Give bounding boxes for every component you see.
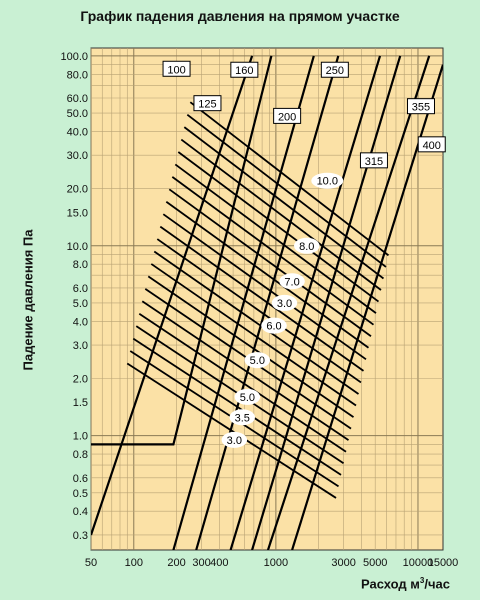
- duct-label: 125: [198, 99, 216, 111]
- x-tick-label: 3000: [331, 557, 355, 569]
- velocity-label-bg: [271, 294, 298, 311]
- y-tick-label: 0.5: [73, 488, 88, 500]
- duct-label-box: [417, 136, 446, 153]
- velocity-label: 7.0: [284, 276, 299, 288]
- x-tick-label: 300: [192, 557, 210, 569]
- velocity-line: [141, 300, 350, 441]
- y-tick-label: 100.0: [60, 51, 88, 63]
- y-tick-label: 0.3: [73, 530, 88, 542]
- y-tick-label: 4.0: [73, 316, 88, 328]
- velocity-label: 5.0: [250, 355, 265, 367]
- velocity-line: [171, 176, 375, 326]
- y-tick-label: 0.8: [73, 449, 88, 461]
- velocity-line: [183, 126, 385, 280]
- duct-label: 400: [423, 140, 441, 152]
- duct-line: [266, 55, 431, 550]
- y-tick-label: 5.0: [73, 298, 88, 310]
- x-tick-label: 50: [85, 557, 97, 569]
- x-tick-label: 1000: [264, 557, 288, 569]
- x-tick-label: 200: [167, 557, 185, 569]
- velocity-label: 8.0: [299, 241, 314, 253]
- x-tick-label: 400: [210, 557, 228, 569]
- y-tick-label: 2.0: [73, 374, 88, 386]
- velocity-line: [168, 188, 372, 337]
- duct-label-box: [230, 61, 259, 78]
- y-tick-label: 8.0: [73, 259, 88, 271]
- velocity-line: [165, 201, 370, 349]
- velocity-label-bg: [234, 388, 261, 405]
- duct-line: [229, 55, 382, 550]
- velocity-line: [162, 213, 367, 361]
- y-tick-label: 3.0: [73, 340, 88, 352]
- duct-line: [91, 55, 254, 536]
- velocity-label: 5.0: [240, 392, 255, 404]
- velocity-label-bg: [261, 317, 287, 334]
- duct-label: 355: [412, 102, 430, 114]
- velocity-label-bg: [229, 409, 256, 426]
- tick-labels: 0.30.40.50.60.81.01.52.03.04.05.06.08.01…: [60, 51, 458, 569]
- y-tick-label: 10.0: [67, 241, 88, 253]
- velocity-label: 10.0: [317, 176, 338, 188]
- y-tick-label: 6.0: [73, 283, 88, 295]
- duct-label-box: [406, 98, 435, 115]
- chart-title: График падения давления на прямом участк…: [80, 8, 400, 24]
- velocity-line: [174, 163, 377, 314]
- y-tick-label: 30.0: [67, 150, 88, 162]
- y-tick-label: 50.0: [67, 108, 88, 120]
- velocity-line: [153, 250, 360, 395]
- velocity-label-bg: [244, 352, 271, 369]
- velocity-label: 3.0: [227, 435, 242, 447]
- velocity-line: [156, 238, 362, 384]
- duct-label-box: [359, 152, 388, 169]
- y-tick-label: 80.0: [67, 69, 88, 81]
- duct-label: 250: [326, 65, 344, 77]
- line-labels: 100 125 160 200 250 315 355 400 10.0 8.0 7.0 3.0 6.0…: [162, 60, 446, 448]
- y-tick-label: 0.6: [73, 473, 88, 485]
- plot-background: [90, 47, 444, 551]
- velocity-label: 6.0: [266, 321, 281, 333]
- velocity-label-bg: [279, 273, 305, 290]
- y-tick-label: 1.5: [73, 397, 88, 409]
- x-tick-label: 10000: [403, 557, 434, 569]
- velocity-line: [159, 225, 365, 372]
- y-tick-label: 15.0: [67, 207, 88, 219]
- velocity-label-bg: [294, 237, 320, 254]
- duct-label: 315: [365, 156, 383, 168]
- duct-line: [91, 55, 273, 446]
- duct-label: 160: [235, 65, 253, 77]
- velocity-label: 3.0: [277, 298, 292, 310]
- y-tick-label: 1.0: [73, 431, 88, 443]
- y-tick-label: 0.4: [73, 506, 88, 518]
- x-axis-label: Расход м3/час: [360, 576, 450, 592]
- velocity-label-bg: [221, 431, 248, 448]
- x-tick-label: 100: [125, 557, 143, 569]
- y-tick-label: 60.0: [67, 93, 88, 105]
- velocity-line: [189, 101, 390, 257]
- y-tick-label: 40.0: [67, 126, 88, 138]
- velocity-label-bg: [311, 172, 344, 189]
- duct-label: 100: [167, 64, 185, 76]
- duct-line: [195, 55, 340, 550]
- y-tick-label: 20.0: [67, 184, 88, 196]
- velocity-label: 3.5: [235, 412, 250, 424]
- duct-label-box: [162, 60, 191, 77]
- x-tick-label: 5000: [363, 557, 387, 569]
- duct-line: [172, 55, 315, 550]
- x-tick-label: 15000: [428, 557, 459, 569]
- duct-label-box: [273, 107, 302, 124]
- duct-label-box: [320, 61, 349, 78]
- velocity-line: [186, 113, 387, 268]
- duct-label: 200: [278, 111, 296, 123]
- duct-label-box: [193, 95, 222, 112]
- duct-line: [251, 55, 402, 550]
- velocity-line: [138, 312, 347, 453]
